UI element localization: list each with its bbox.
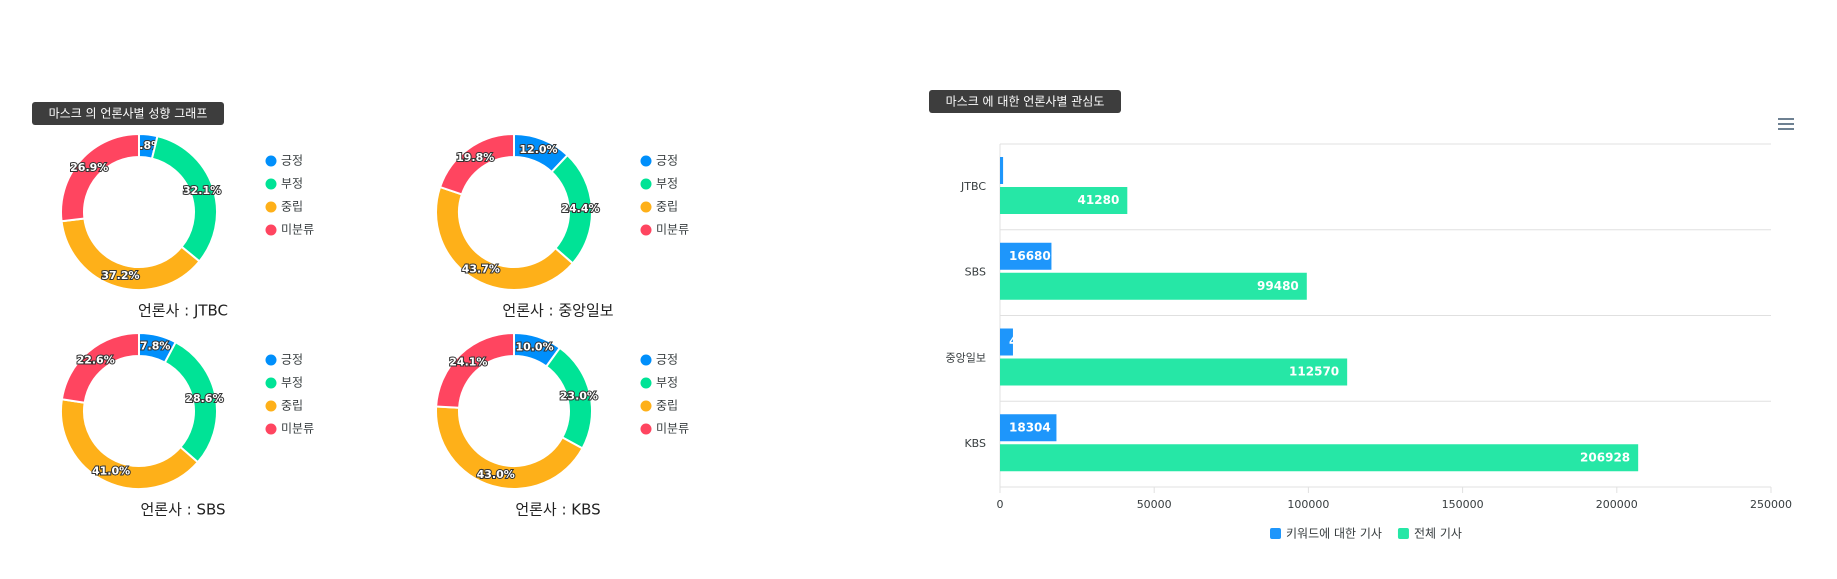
data-label: 112570 bbox=[1289, 365, 1339, 379]
data-label: 10.0% bbox=[515, 341, 553, 354]
data-label: 206928 bbox=[1580, 450, 1630, 464]
y-tick-label: JTBC bbox=[960, 180, 986, 193]
donut-segment bbox=[435, 331, 515, 409]
legend-marker bbox=[640, 224, 652, 236]
data-label: 7.8% bbox=[140, 339, 171, 352]
legend-marker bbox=[1270, 528, 1281, 539]
data-label: 24.1% bbox=[449, 356, 487, 369]
legend-label: 부정 bbox=[281, 376, 303, 390]
donut-caption: 언론사 : SBS bbox=[140, 501, 225, 519]
legend-label: 중립 bbox=[656, 399, 678, 413]
legend-label: 전체 기사 bbox=[1414, 527, 1462, 541]
bar-title: 마스크 에 대한 언론사별 관심도 bbox=[946, 95, 1105, 109]
legend-marker bbox=[265, 178, 277, 190]
legend-marker bbox=[265, 155, 277, 167]
data-label: 4200 bbox=[1009, 335, 1042, 349]
donut-segment bbox=[60, 398, 200, 490]
legend-label: 긍정 bbox=[656, 154, 678, 168]
menu-icon[interactable] bbox=[1778, 118, 1794, 130]
data-label: 41280 bbox=[1078, 193, 1120, 207]
y-tick-label: SBS bbox=[965, 266, 986, 279]
x-tick-label: 50000 bbox=[1137, 498, 1172, 511]
legend-label: 미분류 bbox=[656, 422, 689, 436]
data-label: 26.9% bbox=[70, 161, 108, 174]
legend-label: 미분류 bbox=[281, 223, 314, 237]
donut-segment bbox=[60, 331, 140, 404]
data-label: 22.6% bbox=[77, 354, 115, 367]
legend-marker bbox=[640, 423, 652, 435]
x-tick-label: 100000 bbox=[1287, 498, 1329, 511]
bar-badge bbox=[929, 90, 1121, 113]
data-label: 43.0% bbox=[477, 468, 515, 481]
data-label: 1000 bbox=[1009, 163, 1042, 177]
y-tick-label: 중앙일보 bbox=[946, 350, 986, 364]
data-label: 43.7% bbox=[462, 263, 500, 276]
donut-segment bbox=[60, 132, 140, 223]
legend-label: 키워드에 대한 기사 bbox=[1286, 527, 1382, 541]
bar bbox=[1000, 242, 1052, 270]
legend-label: 부정 bbox=[281, 177, 303, 191]
donut-segment bbox=[150, 135, 218, 263]
legend-marker bbox=[640, 201, 652, 213]
data-label: 23.0% bbox=[560, 389, 598, 402]
data-label: 18304 bbox=[1009, 420, 1051, 434]
bar bbox=[1000, 272, 1307, 300]
legend-marker bbox=[265, 224, 277, 236]
legend-marker bbox=[640, 377, 652, 389]
legend-marker bbox=[640, 400, 652, 412]
data-label: 99480 bbox=[1257, 279, 1299, 293]
legend-label: 긍정 bbox=[656, 353, 678, 367]
legend-label: 중립 bbox=[281, 399, 303, 413]
legend-label: 긍정 bbox=[281, 353, 303, 367]
legend-label: 부정 bbox=[656, 376, 678, 390]
data-label: 28.6% bbox=[185, 392, 223, 405]
section-title: 마스크 의 언론사별 성향 그래프 bbox=[49, 107, 208, 121]
legend-label: 미분류 bbox=[281, 422, 314, 436]
legend-label: 중립 bbox=[281, 200, 303, 214]
data-label: 19.8% bbox=[456, 151, 494, 164]
bar bbox=[1000, 187, 1128, 214]
legend-marker bbox=[265, 354, 277, 366]
data-label: 32.1% bbox=[183, 184, 221, 197]
legend-marker bbox=[1397, 528, 1409, 539]
legend-marker bbox=[640, 354, 652, 366]
data-label: 37.2% bbox=[101, 269, 139, 282]
bar bbox=[1000, 157, 1004, 184]
x-tick-label: 150000 bbox=[1442, 498, 1484, 511]
bar bbox=[1000, 328, 1013, 356]
section-badge bbox=[32, 102, 224, 125]
donut-caption: 언론사 : JTBC bbox=[138, 302, 228, 320]
legend-marker bbox=[265, 400, 277, 412]
x-tick-label: 0 bbox=[997, 498, 1004, 511]
bar bbox=[1000, 444, 1639, 472]
legend-label: 긍정 bbox=[281, 154, 303, 168]
legend-marker bbox=[640, 178, 652, 190]
y-tick-label: KBS bbox=[964, 437, 986, 450]
data-label: 41.0% bbox=[92, 464, 130, 477]
legend-marker bbox=[265, 201, 277, 213]
legend-label: 미분류 bbox=[656, 223, 689, 237]
legend-label: 중립 bbox=[656, 200, 678, 214]
bar bbox=[1000, 358, 1348, 386]
bar bbox=[1000, 414, 1057, 442]
donut-caption: 언론사 : KBS bbox=[515, 501, 600, 519]
x-tick-label: 200000 bbox=[1596, 498, 1638, 511]
donut-caption: 언론사 : 중앙일보 bbox=[502, 302, 613, 320]
data-label: 24.4% bbox=[561, 202, 599, 215]
legend-marker bbox=[640, 155, 652, 167]
legend-label: 부정 bbox=[656, 177, 678, 191]
legend-marker bbox=[265, 423, 277, 435]
donut-segment bbox=[438, 132, 515, 196]
legend-marker bbox=[265, 377, 277, 389]
data-label: 16680 bbox=[1009, 249, 1051, 263]
data-label: 12.0% bbox=[519, 143, 557, 156]
donut-segment bbox=[435, 185, 575, 291]
x-tick-label: 250000 bbox=[1750, 498, 1792, 511]
